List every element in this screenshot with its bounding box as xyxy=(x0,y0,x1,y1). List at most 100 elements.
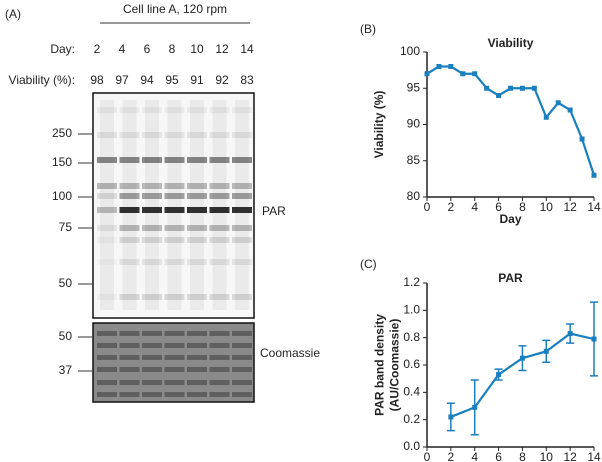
viability: 83 xyxy=(240,73,254,87)
c-band xyxy=(97,355,117,360)
cell-line: Cell line A, 120 rpm xyxy=(123,2,227,16)
band xyxy=(97,225,117,231)
band xyxy=(97,207,117,213)
c-band xyxy=(142,331,162,336)
band xyxy=(187,107,207,113)
c-band xyxy=(209,355,230,360)
coomassie-label: Coomassie xyxy=(260,346,320,360)
point xyxy=(519,355,525,361)
x-tick-label: 2 xyxy=(448,200,455,214)
day: 14 xyxy=(240,42,254,56)
point xyxy=(543,114,549,120)
x-axis-label: Day xyxy=(499,212,521,226)
c-band xyxy=(187,355,207,360)
smear xyxy=(190,100,204,310)
band xyxy=(97,107,117,113)
band xyxy=(164,237,185,243)
y-tick-label: 80 xyxy=(407,189,421,203)
c-band xyxy=(142,380,162,385)
x-tick-label: 0 xyxy=(424,200,431,214)
band xyxy=(119,207,140,213)
smear xyxy=(212,100,227,310)
y-axis-label: PAR band density xyxy=(373,314,387,416)
c-band xyxy=(209,380,230,385)
point xyxy=(579,136,585,142)
par-label: PAR xyxy=(262,204,286,218)
c-band xyxy=(119,343,140,348)
marker-label: 50 xyxy=(59,276,73,290)
point xyxy=(484,85,490,91)
x-tick-label: 12 xyxy=(563,200,577,214)
par-blot xyxy=(92,92,255,319)
band xyxy=(142,294,162,300)
day: 4 xyxy=(119,42,126,56)
band xyxy=(209,207,230,213)
c-band xyxy=(142,343,162,348)
day: 8 xyxy=(169,42,176,56)
c-band xyxy=(164,343,185,348)
c-band xyxy=(209,367,230,372)
c-band xyxy=(164,355,185,360)
band xyxy=(119,107,140,113)
band xyxy=(119,237,140,243)
band xyxy=(164,294,185,300)
band xyxy=(187,132,207,138)
y-tick-label: 1.2 xyxy=(403,275,420,289)
y-tick-label: 1.0 xyxy=(403,303,420,317)
c-band xyxy=(97,367,117,372)
marker-label: 250 xyxy=(52,126,72,140)
band xyxy=(232,157,252,163)
c-band xyxy=(209,331,230,336)
panel-label: (B) xyxy=(360,22,376,36)
y-tick-label: 95 xyxy=(407,80,421,94)
band xyxy=(119,183,140,189)
line xyxy=(426,65,596,176)
c-band xyxy=(232,355,252,360)
blot-bands xyxy=(97,100,252,397)
band xyxy=(187,193,207,199)
marker-label: 100 xyxy=(52,189,72,203)
band xyxy=(97,183,117,189)
band xyxy=(119,132,140,138)
c-band xyxy=(97,392,117,397)
smear xyxy=(122,100,137,310)
band xyxy=(232,183,252,189)
x-tick-label: 4 xyxy=(471,450,478,462)
point xyxy=(472,404,478,410)
c-band xyxy=(119,355,140,360)
band xyxy=(164,157,185,163)
band xyxy=(119,225,140,231)
c-band xyxy=(209,343,230,348)
band xyxy=(142,183,162,189)
band xyxy=(232,237,252,243)
point xyxy=(436,64,442,69)
band xyxy=(209,193,230,199)
viability: 92 xyxy=(215,73,229,87)
band xyxy=(187,294,207,300)
band xyxy=(119,294,140,300)
chart-title: Viability xyxy=(488,36,534,50)
band xyxy=(164,107,185,113)
band xyxy=(209,107,230,113)
c-band xyxy=(142,355,162,360)
band xyxy=(164,259,185,265)
point xyxy=(567,107,573,113)
band xyxy=(164,183,185,189)
band xyxy=(142,107,162,113)
band xyxy=(164,207,185,213)
point xyxy=(508,85,513,91)
coomassie-blot xyxy=(92,322,255,403)
marker-label: 37 xyxy=(59,363,73,377)
band xyxy=(164,193,185,199)
band xyxy=(187,157,207,163)
band xyxy=(232,193,252,199)
c-band xyxy=(187,343,207,348)
c-band xyxy=(232,343,252,348)
band xyxy=(97,193,117,199)
band xyxy=(187,225,207,231)
y-tick-label: 0.6 xyxy=(403,357,420,371)
point xyxy=(531,85,537,91)
x-tick-label: 14 xyxy=(587,450,601,462)
